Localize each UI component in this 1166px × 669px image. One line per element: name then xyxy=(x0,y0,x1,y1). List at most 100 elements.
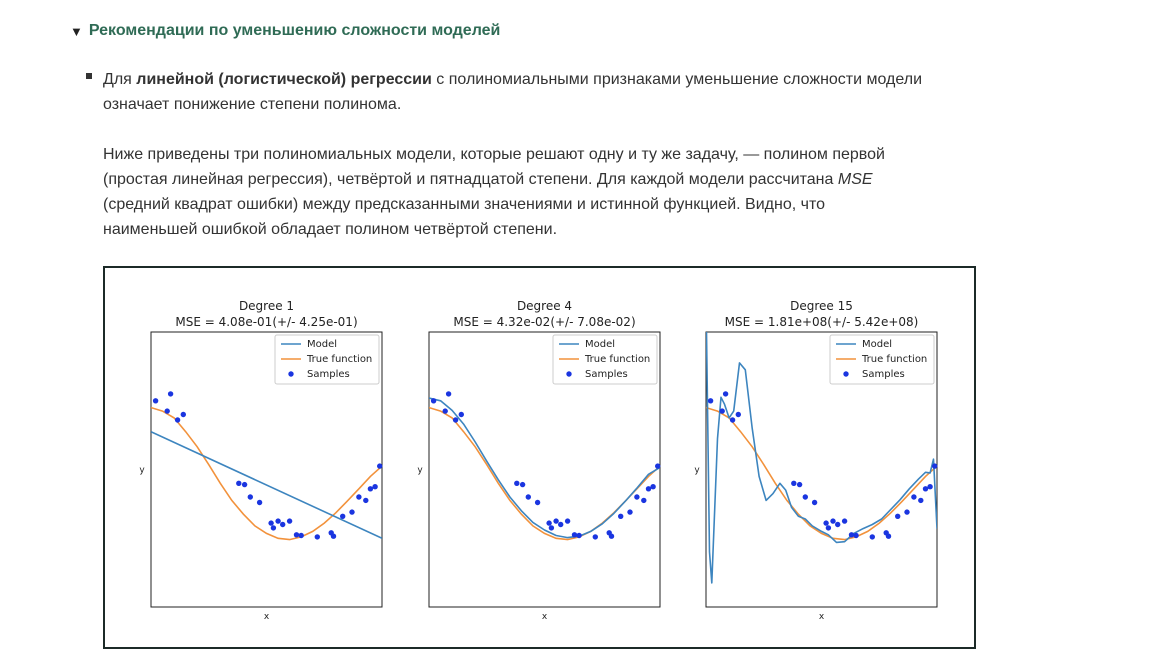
sample-point xyxy=(514,480,520,486)
sample-point xyxy=(918,497,924,504)
sample-point xyxy=(895,513,901,519)
legend-model-label: Model xyxy=(307,339,337,350)
sample-point xyxy=(445,391,452,397)
legend-samples-label: Samples xyxy=(307,369,350,380)
sample-point xyxy=(298,532,304,539)
sample-point xyxy=(722,391,729,397)
sample-point xyxy=(519,481,526,488)
p2-line1: Ниже приведены три полиномиальных модели… xyxy=(103,146,885,163)
sample-point xyxy=(650,484,656,490)
chart-title: Degree 4 xyxy=(517,299,572,313)
sample-point xyxy=(869,534,875,540)
legend-samples-swatch xyxy=(566,371,572,377)
plot-area xyxy=(705,331,938,608)
sample-point xyxy=(729,417,736,423)
true-function-line xyxy=(429,406,660,541)
p2-line4: наименьшей ошибкой обладает полином четв… xyxy=(103,221,558,238)
sample-point xyxy=(802,494,808,500)
sample-point xyxy=(811,499,818,506)
sample-point xyxy=(377,463,383,469)
sample-point xyxy=(452,417,459,423)
p1-line2: означает понижение степени полинома. xyxy=(103,96,402,113)
legend-true-function-label: True function xyxy=(584,354,650,365)
sample-point xyxy=(247,494,253,500)
sample-point xyxy=(174,417,181,423)
sample-point xyxy=(825,525,832,531)
triangle-down-icon: ▼ xyxy=(70,23,83,39)
sample-point xyxy=(548,525,555,531)
sample-point xyxy=(655,463,661,469)
y-axis-label: y xyxy=(417,466,423,476)
legend-model-label: Model xyxy=(585,339,615,350)
sample-point xyxy=(627,509,633,515)
true-function-line xyxy=(706,406,937,541)
sample-point xyxy=(356,494,362,500)
sample-point xyxy=(314,534,320,540)
sample-point xyxy=(835,521,841,528)
sample-point xyxy=(275,518,281,524)
legend-box xyxy=(829,334,935,385)
legend-samples-swatch xyxy=(288,371,294,377)
plot-area xyxy=(150,331,383,608)
sample-point xyxy=(735,411,741,418)
model-line xyxy=(151,430,382,540)
sample-point xyxy=(830,518,836,524)
legend-model-label: Model xyxy=(862,339,892,350)
x-axis-label: x xyxy=(542,612,548,622)
sample-point xyxy=(571,532,578,538)
figure-frame: Degree 1 MSE = 4.08e-01(+/- 4.25e-01) x y Mo… xyxy=(103,266,976,649)
polynomial-fit-charts: Degree 1 MSE = 4.08e-01(+/- 4.25e-01) x y Mo… xyxy=(139,299,938,622)
sample-point xyxy=(340,513,346,519)
sample-point xyxy=(236,480,242,486)
chart-subtitle: MSE = 4.08e-01(+/- 4.25e-01) xyxy=(175,315,357,329)
sample-point xyxy=(576,532,582,539)
sample-point xyxy=(152,398,159,404)
sample-point xyxy=(922,486,929,492)
p2-mse-em: MSE xyxy=(837,171,873,188)
p1-post: с полиномиальными признаками уменьшение … xyxy=(431,71,923,88)
model-line xyxy=(706,332,937,584)
sample-point xyxy=(823,520,829,526)
sample-point xyxy=(592,534,598,540)
sample-point xyxy=(268,520,274,526)
legend-true-function-label: True function xyxy=(306,354,372,365)
sample-point xyxy=(558,521,564,528)
sample-point xyxy=(618,513,624,519)
sample-point xyxy=(634,494,640,500)
sample-point xyxy=(525,494,531,500)
sample-point xyxy=(791,480,797,486)
legend-true-function-label: True function xyxy=(861,354,927,365)
legend-box xyxy=(552,334,658,385)
details-summary[interactable]: ▼ Рекомендации по уменьшению сложности м… xyxy=(70,22,500,40)
p1-bold: линейной (логистической) регрессии xyxy=(136,71,432,88)
sample-point xyxy=(796,481,803,488)
sample-point xyxy=(719,408,725,414)
chart-subtitle: MSE = 4.32e-02(+/- 7.08e-02) xyxy=(453,315,635,329)
sample-point xyxy=(707,398,714,404)
sample-point xyxy=(293,532,300,538)
sample-point xyxy=(349,509,355,515)
sample-point xyxy=(848,532,855,538)
sample-point xyxy=(270,525,277,531)
p2-line2: (простая линейная регрессия), четвёртой … xyxy=(103,171,838,188)
sample-point xyxy=(164,408,170,414)
sample-point xyxy=(372,484,378,490)
chart-title: Degree 15 xyxy=(790,299,853,313)
x-axis-label: x xyxy=(264,612,270,622)
x-axis-label: x xyxy=(819,612,825,622)
sample-point xyxy=(367,486,374,492)
bullet-icon xyxy=(86,73,92,79)
sample-point xyxy=(330,533,337,539)
section-title: Рекомендации по уменьшению сложности мод… xyxy=(88,22,501,39)
p1-text: Для xyxy=(103,71,137,88)
sample-point xyxy=(442,408,448,414)
sample-point xyxy=(546,520,552,526)
chart-title: Degree 1 xyxy=(239,299,294,313)
sample-point xyxy=(167,391,174,397)
sample-point xyxy=(841,518,848,524)
sample-point xyxy=(241,481,248,488)
sample-point xyxy=(927,484,933,490)
sample-point xyxy=(286,518,293,524)
paragraph-1: Для линейной (логистической) регрессии с… xyxy=(103,67,1003,117)
sample-point xyxy=(564,518,571,524)
